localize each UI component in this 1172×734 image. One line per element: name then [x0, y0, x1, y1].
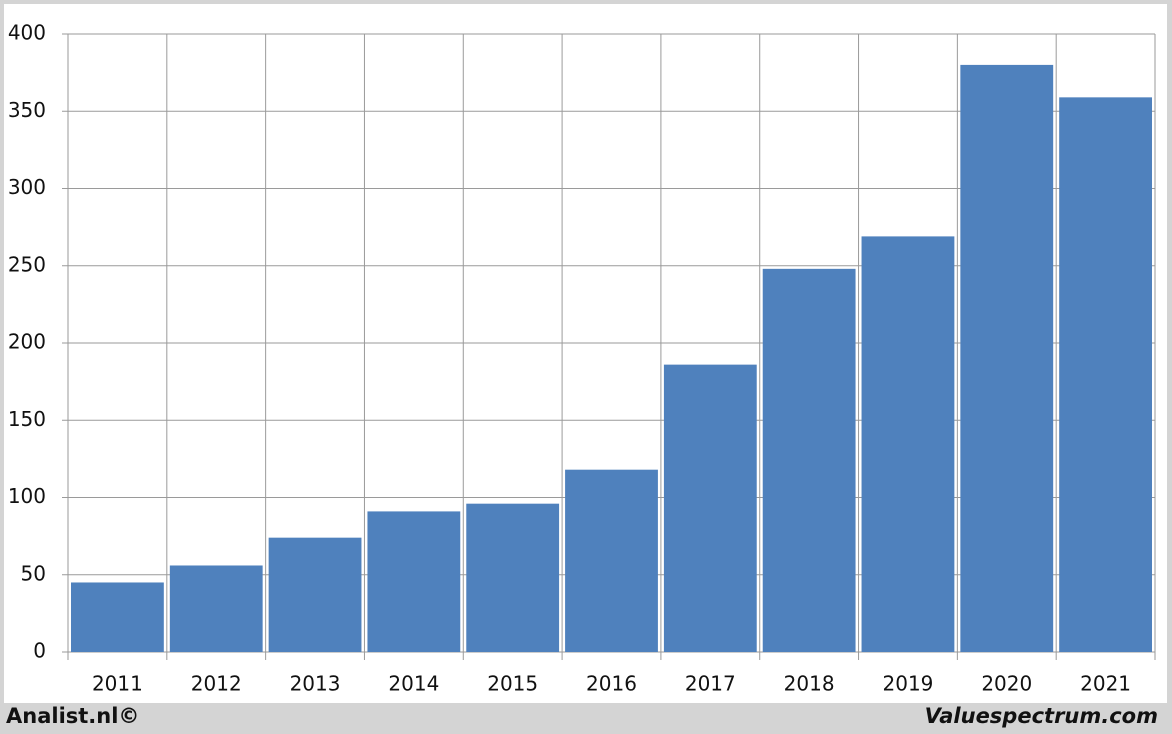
y-tick-label: 300: [8, 175, 46, 199]
bar: [565, 469, 658, 652]
x-tick-label: 2013: [290, 672, 341, 696]
y-tick-label: 100: [8, 484, 46, 508]
bar: [960, 64, 1054, 652]
x-tick-label: 2019: [883, 672, 934, 696]
y-tick-label: 150: [8, 407, 46, 431]
y-tick-label: 50: [21, 561, 46, 585]
x-tick-label: 2017: [685, 672, 736, 696]
bar: [71, 582, 164, 652]
y-tick-label: 200: [8, 330, 46, 354]
x-tick-label: 2016: [586, 672, 637, 696]
bar: [762, 268, 856, 652]
x-tick-label: 2011: [92, 672, 143, 696]
bar: [466, 503, 560, 652]
bar: [861, 236, 955, 652]
y-tick-label: 350: [8, 98, 46, 122]
bar: [169, 565, 263, 652]
x-tick-label: 2020: [981, 672, 1032, 696]
y-tick-label: 400: [8, 21, 46, 45]
credit-label: Valuespectrum.com: [925, 704, 1158, 728]
x-tick-label: 2015: [487, 672, 538, 696]
bar: [663, 364, 757, 652]
x-tick-label: 2012: [191, 672, 242, 696]
y-tick-label: 0: [33, 639, 46, 663]
source-label: Analist.nl©: [6, 704, 139, 728]
x-tick-label: 2021: [1080, 672, 1131, 696]
y-tick-label: 250: [8, 252, 46, 276]
x-tick-label: 2018: [784, 672, 835, 696]
bar: [367, 511, 461, 652]
x-tick-label: 2014: [388, 672, 439, 696]
bar: [1059, 97, 1152, 653]
bar: [268, 537, 362, 652]
